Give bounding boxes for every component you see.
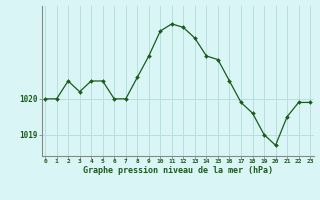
X-axis label: Graphe pression niveau de la mer (hPa): Graphe pression niveau de la mer (hPa) — [83, 166, 273, 175]
